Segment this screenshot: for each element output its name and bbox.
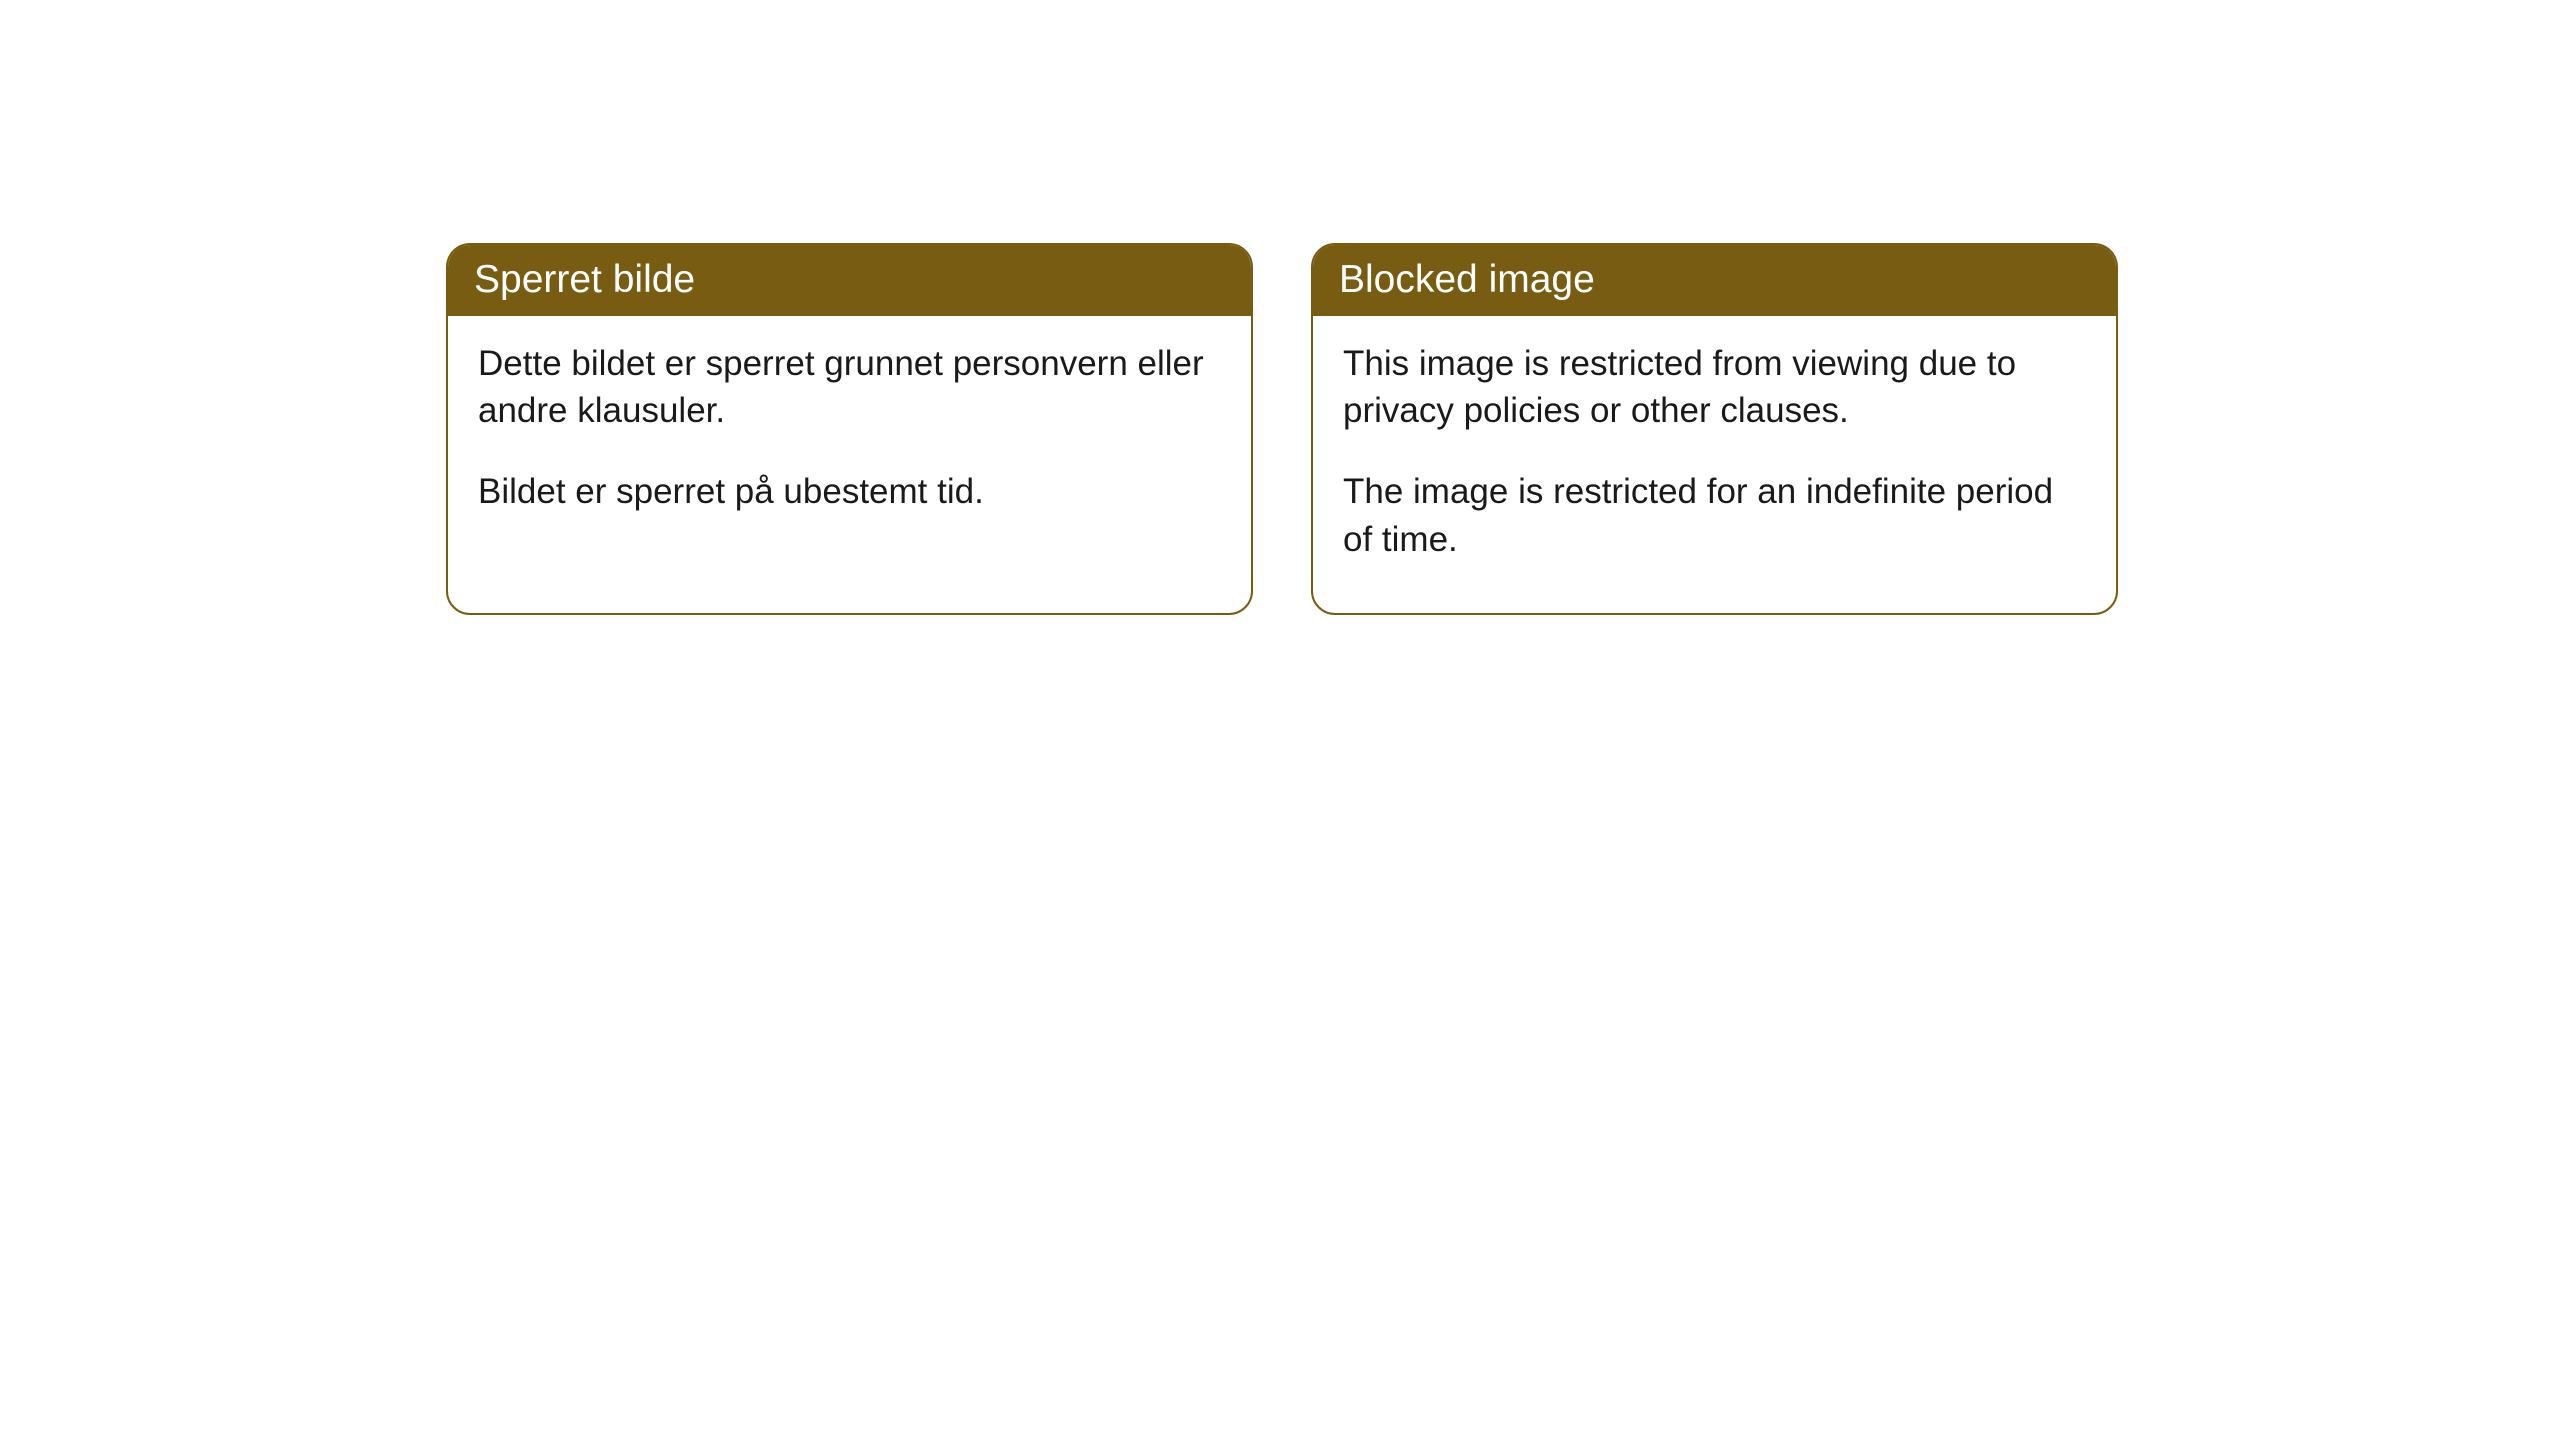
card-title: Blocked image	[1313, 245, 2116, 316]
card-body: This image is restricted from viewing du…	[1313, 316, 2116, 613]
blocked-image-card-no: Sperret bilde Dette bildet er sperret gr…	[446, 243, 1253, 615]
notice-paragraph: The image is restricted for an indefinit…	[1343, 468, 2086, 563]
card-title: Sperret bilde	[448, 245, 1251, 316]
notice-cards-container: Sperret bilde Dette bildet er sperret gr…	[0, 0, 2560, 615]
notice-paragraph: This image is restricted from viewing du…	[1343, 340, 2086, 435]
blocked-image-card-en: Blocked image This image is restricted f…	[1311, 243, 2118, 615]
notice-paragraph: Dette bildet er sperret grunnet personve…	[478, 340, 1221, 435]
notice-paragraph: Bildet er sperret på ubestemt tid.	[478, 468, 1221, 515]
card-body: Dette bildet er sperret grunnet personve…	[448, 316, 1251, 566]
